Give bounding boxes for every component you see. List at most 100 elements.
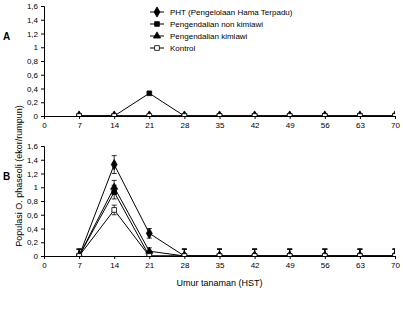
x-tick-mark	[395, 256, 396, 259]
x-tick-mark	[79, 256, 80, 259]
error-cap	[182, 249, 187, 250]
x-axis-title: Umur tanaman (HST)	[176, 278, 262, 288]
marker	[322, 111, 328, 116]
error-cap	[393, 249, 396, 250]
marker	[393, 114, 395, 116]
y-tick: 0,8	[27, 197, 44, 206]
y-tick-mark	[41, 6, 44, 7]
y-tick: 1	[34, 183, 44, 192]
panel-title: B	[3, 171, 10, 182]
x-tick: 56	[321, 256, 330, 270]
y-axis-line	[41, 147, 45, 257]
marker	[77, 114, 82, 116]
y-tick-label: 1,6	[27, 142, 39, 151]
x-tick-mark	[395, 116, 396, 119]
x-tick-label: 21	[145, 121, 154, 130]
series-line	[79, 165, 395, 256]
series-line	[79, 210, 395, 256]
marker	[147, 254, 152, 256]
marker	[77, 254, 82, 256]
error-cap	[112, 205, 117, 206]
error-cap	[322, 249, 327, 250]
error-bar	[393, 249, 396, 256]
y-tick-label: 0,6	[27, 211, 39, 220]
x-tick: 49	[286, 256, 295, 270]
x-tick: 14	[110, 256, 119, 270]
error-bar	[393, 249, 396, 256]
marker	[391, 112, 395, 116]
y-tick-label: 0,6	[27, 71, 39, 80]
series-line	[79, 187, 395, 256]
x-tick-label: 70	[391, 121, 400, 130]
x-tick-label: 49	[286, 261, 295, 270]
marker	[287, 114, 292, 116]
panel-title: A	[3, 31, 10, 42]
error-bar	[77, 249, 82, 256]
x-tick: 70	[391, 256, 400, 270]
y-tick-label: 0	[34, 252, 39, 261]
y-tick-mark	[41, 229, 44, 230]
x-tick-label: 0	[42, 121, 47, 130]
error-cap	[217, 249, 222, 250]
error-cap	[112, 198, 117, 199]
error-bar	[217, 249, 222, 256]
error-bar	[252, 249, 257, 256]
x-tick-label: 0	[42, 261, 47, 270]
marker	[77, 254, 82, 256]
y-tick-label: 0,2	[27, 98, 39, 107]
x-tick-mark	[184, 116, 185, 119]
x-axis: 07142128354249566370	[42, 256, 400, 270]
legend-item: Pengendalian non kimiawi	[150, 20, 263, 29]
x-tick: 21	[145, 256, 154, 270]
y-tick: 1	[34, 43, 44, 52]
x-tick-label: 14	[110, 261, 119, 270]
marker	[181, 111, 187, 116]
y-tick-label: 1	[34, 43, 39, 52]
x-tick-mark	[149, 116, 150, 119]
x-tick-mark	[255, 116, 256, 119]
error-bar	[147, 253, 152, 256]
marker	[358, 114, 363, 116]
error-cap	[287, 249, 292, 250]
error-bar	[182, 249, 187, 256]
x-tick-label: 14	[110, 121, 119, 130]
y-tick-mark	[41, 47, 44, 48]
error-cap	[393, 249, 396, 250]
error-bar	[77, 249, 82, 256]
x-tick: 63	[356, 116, 365, 130]
y-tick-mark	[41, 116, 44, 117]
error-cap	[77, 249, 82, 250]
marker	[287, 111, 293, 116]
plot-area	[76, 91, 395, 116]
x-tick-label: 28	[180, 261, 189, 270]
marker	[252, 114, 257, 116]
legend-item: Pengendalian kimiawi	[150, 32, 248, 41]
x-tick-label: 63	[356, 121, 365, 130]
x-tick-mark	[290, 116, 291, 119]
series-line	[79, 93, 395, 116]
y-tick-label: 0,4	[27, 225, 39, 234]
marker	[217, 114, 222, 116]
error-cap	[357, 249, 362, 250]
y-tick-label: 0	[34, 112, 39, 121]
marker	[393, 254, 395, 256]
error-bar	[393, 249, 396, 256]
marker	[287, 254, 292, 256]
y-tick: 0,2	[27, 98, 44, 107]
x-tick-label: 56	[321, 261, 330, 270]
error-bar	[112, 205, 117, 215]
error-cap	[287, 249, 292, 250]
error-cap	[112, 194, 117, 195]
x-tick-label: 35	[216, 261, 225, 270]
x-axis: 07142128354249566370	[42, 116, 400, 130]
y-tick-mark	[41, 160, 44, 161]
x-tick: 7	[77, 256, 82, 270]
series-line	[79, 116, 395, 117]
x-tick: 21	[145, 116, 154, 130]
legend-item: Kontrol	[150, 44, 196, 53]
error-cap	[322, 249, 327, 250]
error-cap	[112, 180, 117, 181]
marker	[251, 112, 258, 116]
x-tick: 35	[216, 256, 225, 270]
legend-marker	[153, 32, 160, 38]
